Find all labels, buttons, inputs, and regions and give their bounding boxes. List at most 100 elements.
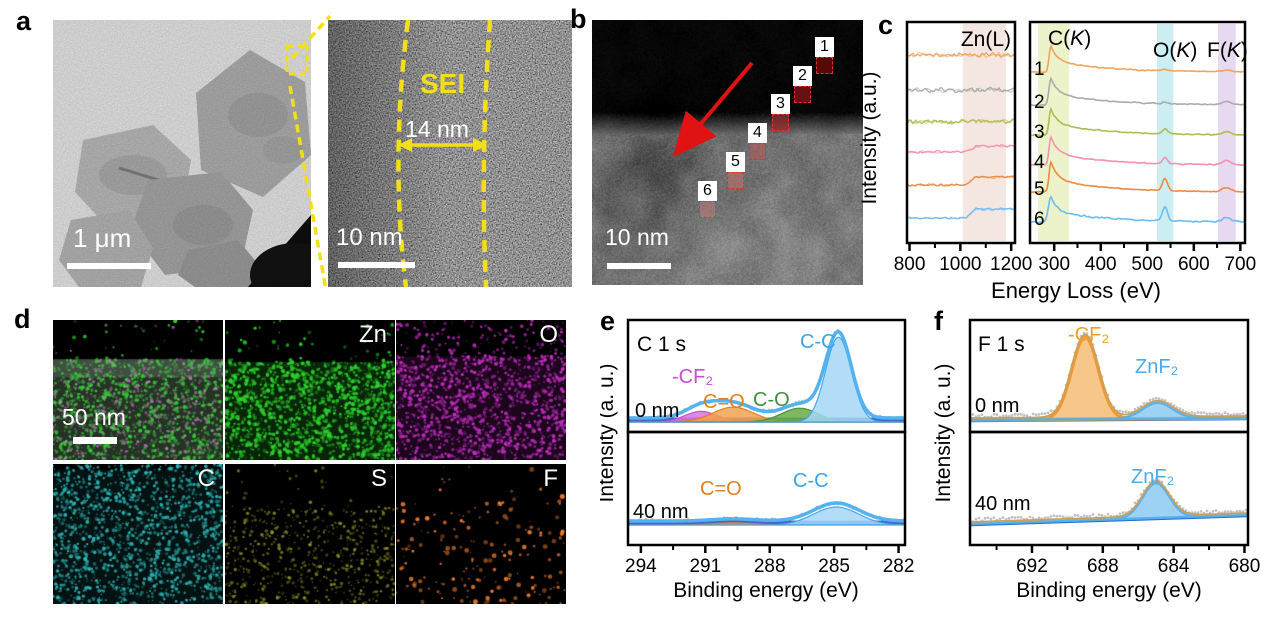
eels-marker-3: 3	[771, 94, 791, 131]
spectrum-title: F 1 s	[978, 333, 1025, 356]
fit-envelope	[627, 329, 906, 420]
peak-label: C-C	[793, 470, 829, 492]
eels-marker-6: 6	[698, 181, 718, 218]
eds-map-composite: 50 nm	[53, 320, 223, 460]
x-tick-label: 294	[625, 556, 657, 577]
tem-overview-graphic	[53, 20, 311, 287]
panel-a-label: a	[16, 6, 32, 36]
y-axis-label: Intensity (a. u.)	[932, 364, 955, 503]
marker-box	[727, 172, 744, 189]
x-tick-label: 800	[894, 254, 926, 275]
thickness-label: 14 nm	[405, 116, 469, 142]
series-number-label: 2	[1034, 92, 1045, 113]
edge-label: O(K)	[1153, 39, 1197, 62]
thickness-arrow	[398, 138, 487, 152]
map-label: O	[539, 321, 558, 348]
edge-label: C(K)	[1048, 27, 1091, 50]
hrtem-sei-image: SEI 14 nm 10 nm	[328, 20, 572, 287]
marker-box	[794, 86, 811, 103]
panel-c-label: c	[878, 10, 894, 40]
panel-d-label: d	[14, 304, 31, 334]
panel-e-label: e	[600, 306, 616, 336]
x-tick-label: 688	[1087, 556, 1119, 577]
map-label: C	[197, 465, 215, 492]
y-axis-label: Intensity (a.u.)	[860, 71, 881, 204]
eels-marker-1: 1	[815, 37, 835, 74]
x-tick-label: 285	[818, 556, 850, 577]
marker-number: 1	[815, 37, 834, 57]
eds-map-canvas	[396, 320, 566, 460]
map-label: S	[370, 465, 387, 492]
scale-bar-label: 10 nm	[336, 224, 403, 251]
x-tick-label: 700	[1224, 254, 1256, 275]
series-number-label: 6	[1034, 209, 1045, 230]
eels-trace-1	[1029, 43, 1245, 74]
marker-number: 2	[793, 66, 812, 86]
eels-trace-1	[906, 51, 1016, 59]
peak-ZnF₂	[969, 401, 1249, 422]
depth-label: 0 nm	[635, 400, 679, 422]
peak-label: C-O	[753, 389, 790, 411]
eds-map-zn: Zn	[225, 320, 395, 460]
peak-label: C=O	[700, 478, 742, 500]
series-number-label: 3	[1034, 122, 1045, 143]
marker-number: 3	[771, 94, 790, 114]
eds-map-c: C	[53, 464, 223, 604]
fit-envelope	[970, 333, 1248, 419]
peak-label: -CF₂	[672, 366, 713, 388]
eels-chart-root: Intensity (a.u.) Energy Loss (eV) 800 1000 1…	[860, 20, 1256, 303]
marker-box	[816, 57, 833, 74]
x-tick-label: 692	[1016, 556, 1048, 577]
fit-envelope	[970, 480, 1248, 523]
eels-trace-2	[906, 87, 1016, 94]
scale-bar	[67, 263, 151, 269]
eels-marker-5: 5	[726, 152, 746, 189]
peak-label: C=O	[703, 391, 745, 413]
x-tick-label: 300	[1038, 254, 1070, 275]
sei-label: SEI	[420, 68, 466, 99]
eels-trace-4	[1029, 134, 1246, 167]
linescan-arrow-overlay	[672, 61, 754, 158]
eels-trace-4	[906, 144, 1016, 155]
hrtem-graphic	[328, 20, 572, 287]
depth-label: 0 nm	[975, 395, 1019, 417]
marker-number: 6	[698, 181, 717, 201]
fit-envelope	[627, 501, 906, 523]
eels-trace-3	[906, 118, 1016, 126]
scale-bar-label: 1 μm	[73, 223, 132, 253]
eds-map-canvas	[53, 320, 223, 460]
marker-box	[749, 143, 766, 160]
panel-b-label: b	[570, 4, 587, 34]
marker-box	[772, 114, 789, 131]
znl-highlight-band	[962, 24, 1007, 241]
eds-map-canvas	[53, 464, 223, 604]
x-tick-label: 291	[689, 556, 721, 577]
spectrum-title: C 1 s	[637, 333, 686, 356]
panel-f-label: f	[934, 306, 943, 336]
xps-f1s-chart: 0 nm -CF₂ ZnF₂ 40 nm ZnF₂ 692 688 684 680 Binding…	[932, 318, 1260, 602]
eels-trace-5	[906, 175, 1016, 188]
y-axis-label: Intensity (a. u.)	[600, 364, 618, 503]
map-label: Zn	[358, 321, 387, 348]
linescan-arrow	[672, 61, 754, 158]
stem-image: 1 2 3 4 5 6 10 nm	[592, 20, 863, 285]
x-tick-label: 500	[1131, 254, 1163, 275]
x-axis-label: Binding energy (eV)	[673, 579, 859, 602]
x-tick-label: 600	[1178, 254, 1210, 275]
edge-band	[1037, 24, 1070, 241]
eels-marker-4: 4	[748, 123, 768, 160]
edge-label: F(K)	[1207, 39, 1248, 62]
peak-label: -CF₂	[1068, 324, 1109, 346]
eds-map-f: F	[396, 464, 566, 604]
eels-spectra-chart: Intensity (a.u.) Energy Loss (eV) 800 1000 1…	[860, 20, 1256, 303]
eels-trace-6	[906, 207, 1016, 220]
peak-ZnF₂	[969, 481, 1249, 526]
x-axis-label: Energy Loss (eV)	[991, 278, 1161, 303]
eds-map-canvas	[225, 320, 395, 460]
marker-number: 5	[726, 152, 745, 172]
peak-label: ZnF₂	[1131, 466, 1174, 488]
fit-baseline	[629, 520, 904, 525]
series-number-label: 4	[1034, 152, 1045, 173]
x-tick-label: 1200	[990, 254, 1032, 275]
